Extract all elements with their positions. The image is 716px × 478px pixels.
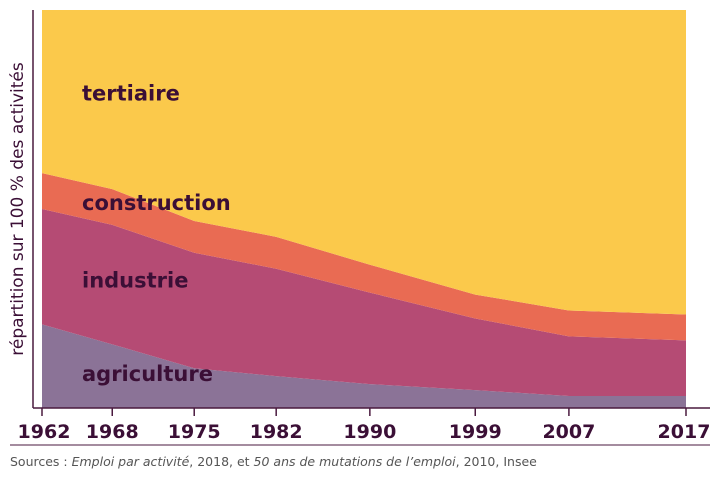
source-mid: , 2018, et — [189, 454, 254, 469]
y-axis-label: répartition sur 100 % des activités — [8, 62, 28, 356]
x-tick-label: 1962 — [18, 421, 71, 443]
area-label-tertiaire: tertiaire — [82, 82, 180, 106]
area-agriculture — [42, 324, 686, 408]
source-prefix: Sources : — [10, 454, 72, 469]
x-tick-label: 1990 — [343, 421, 396, 443]
x-tick-label: 2017 — [658, 421, 711, 443]
x-tick-label: 1999 — [449, 421, 502, 443]
x-tick-label: 2007 — [542, 421, 595, 443]
area-tertiaire — [42, 10, 686, 315]
x-tick-label: 1968 — [86, 421, 139, 443]
area-label-construction: construction — [82, 191, 231, 215]
area-labels: agriculture industrie construction tertiair… — [82, 82, 231, 387]
axes — [32, 10, 710, 409]
source-note: Sources : Emploi par activité, 2018, et … — [10, 454, 537, 469]
x-ticks: 1962 1968 1975 1982 1990 1999 2007 2017 — [18, 408, 711, 443]
source-ref-2: 50 ans de mutations de l’emploi — [253, 454, 456, 469]
area-label-industrie: industrie — [82, 269, 188, 293]
area-industrie — [42, 209, 686, 397]
source-ref-1: Emploi par activité — [71, 454, 190, 469]
area-label-agriculture: agriculture — [82, 362, 213, 386]
x-tick-label: 1975 — [168, 421, 221, 443]
area-layers — [42, 10, 686, 408]
source-suffix: , 2010, Insee — [455, 454, 537, 469]
area-construction — [42, 173, 686, 341]
x-tick-label: 1982 — [250, 421, 303, 443]
